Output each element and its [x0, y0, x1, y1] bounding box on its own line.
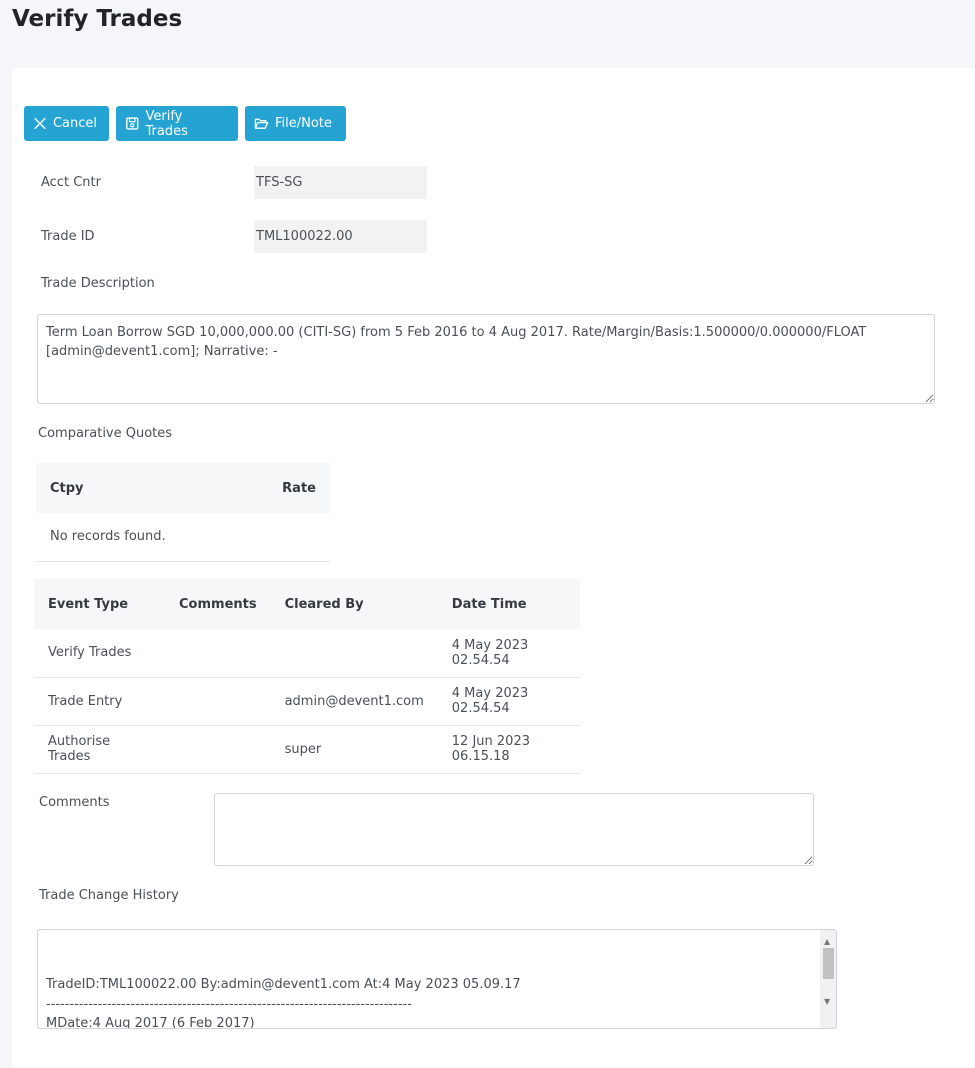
column-header-cleared-by[interactable]: Cleared By [270, 579, 438, 629]
trade-id-field: TML100022.00 [254, 220, 427, 253]
scroll-down-icon[interactable]: ▼ [824, 997, 831, 1006]
cancel-label: Cancel [52, 116, 97, 131]
trade-change-history-label: Trade Change History [39, 888, 179, 903]
column-header-event-type[interactable]: Event Type [34, 579, 165, 629]
cell-comments [165, 677, 271, 726]
cell-event-type: Authorise Trades [34, 725, 165, 774]
column-header-rate[interactable]: Rate [182, 463, 330, 513]
column-header-comments[interactable]: Comments [165, 579, 271, 629]
trade-change-history-text: TradeID:TML100022.00 By:admin@devent1.co… [46, 977, 521, 1029]
scrollbar-thumb[interactable] [823, 948, 834, 979]
column-header-ctpy[interactable]: Ctpy [36, 463, 183, 513]
comments-label: Comments [39, 795, 110, 810]
page-title: Verify Trades [12, 6, 183, 32]
scroll-up-icon[interactable]: ▲ [824, 937, 831, 946]
cell-cleared-by: admin@devent1.com [270, 677, 438, 726]
trade-id-label: Trade ID [41, 229, 95, 244]
acct-cntr-field: TFS-SG [254, 166, 427, 199]
cell-date-time: 4 May 2023 02.54.54 [437, 677, 580, 726]
events-table: Event Type Comments Cleared By Date Time… [34, 579, 580, 774]
close-icon [34, 117, 46, 130]
comparative-quotes-label: Comparative Quotes [38, 426, 173, 441]
trade-description-textarea[interactable]: Term Loan Borrow SGD 10,000,000.00 (CITI… [37, 314, 935, 404]
cell-event-type: Trade Entry [34, 677, 165, 726]
cell-comments [165, 725, 271, 774]
verify-label: Verify Trades [145, 108, 188, 139]
save-icon [126, 117, 139, 130]
cell-date-time: 12 Jun 2023 06.15.18 [437, 725, 580, 774]
file-note-button[interactable]: File/Note [245, 106, 346, 141]
file-note-label: File/Note [275, 116, 332, 131]
table-row[interactable]: Verify Trades 4 May 2023 02.54.54 [34, 629, 580, 678]
cancel-button[interactable]: Cancel [24, 106, 109, 141]
table-row[interactable]: Trade Entry admin@devent1.com 4 May 2023… [34, 677, 580, 726]
form-card [12, 68, 975, 1068]
verify-trades-button[interactable]: Verify Trades [116, 106, 238, 141]
folder-open-icon [254, 118, 269, 129]
cell-cleared-by [270, 629, 438, 678]
cell-date-time: 4 May 2023 02.54.54 [437, 629, 580, 678]
trade-change-history-textarea[interactable]: TradeID:TML100022.00 By:admin@devent1.co… [37, 929, 837, 1029]
column-header-date-time[interactable]: Date Time [437, 579, 580, 629]
empty-message: No records found. [36, 513, 330, 562]
cell-cleared-by: super [270, 725, 438, 774]
table-row[interactable]: Authorise Trades super 12 Jun 2023 06.15… [34, 725, 580, 774]
cell-comments [165, 629, 271, 678]
acct-cntr-label: Acct Cntr [41, 175, 101, 190]
cell-event-type: Verify Trades [34, 629, 165, 678]
comments-textarea[interactable] [214, 793, 814, 866]
scrollbar[interactable]: ▲ ▼ [820, 930, 836, 1028]
comparative-quotes-table: Ctpy Rate No records found. [36, 463, 330, 562]
trade-description-label: Trade Description [41, 276, 155, 291]
